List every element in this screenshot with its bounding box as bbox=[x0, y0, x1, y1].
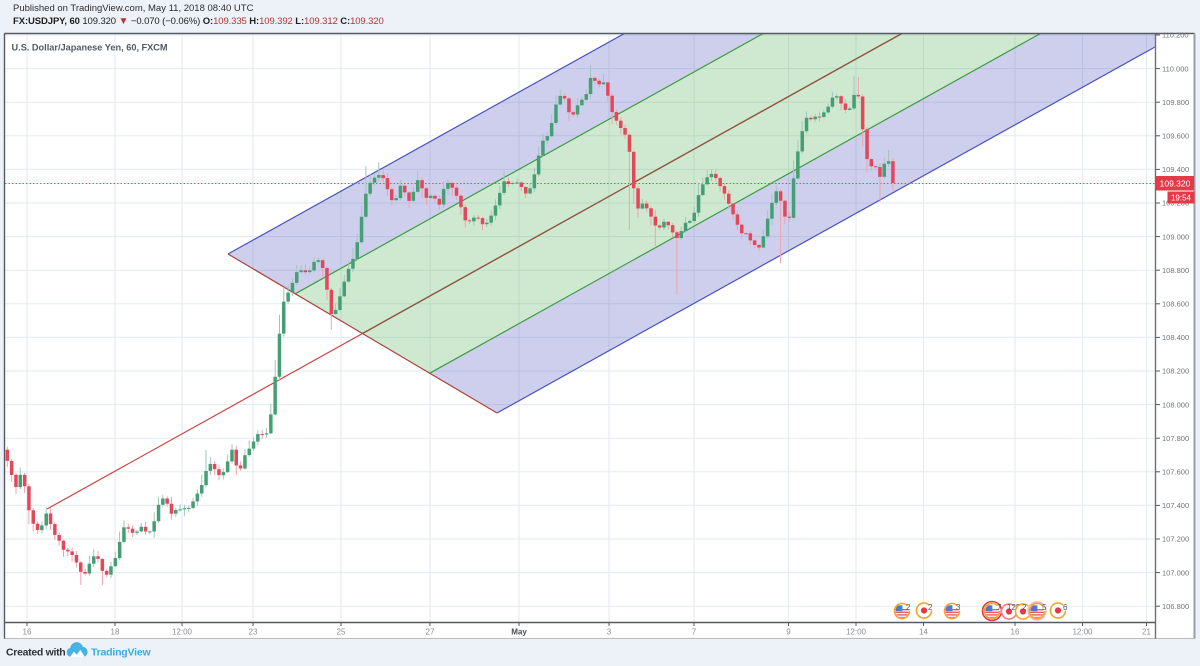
svg-text:7: 7 bbox=[997, 603, 1002, 612]
svg-text:Published on TradingView.com,: Published on TradingView.com, May 11, 20… bbox=[13, 3, 254, 14]
svg-text:109.000: 109.000 bbox=[1162, 232, 1189, 241]
svg-text:2: 2 bbox=[928, 603, 933, 612]
svg-text:2: 2 bbox=[1022, 603, 1027, 612]
svg-text:109.400: 109.400 bbox=[1162, 165, 1189, 174]
svg-text:FX:USDJPY, 60 109.320 ▼ −0.070: FX:USDJPY, 60 109.320 ▼ −0.070 (−0.06%) … bbox=[13, 16, 384, 27]
svg-text:107.400: 107.400 bbox=[1162, 501, 1189, 510]
svg-text:16: 16 bbox=[23, 628, 32, 637]
svg-text:7: 7 bbox=[692, 628, 697, 637]
svg-text:14: 14 bbox=[919, 628, 928, 637]
svg-text:108.400: 108.400 bbox=[1162, 333, 1189, 342]
svg-text:107.800: 107.800 bbox=[1162, 434, 1189, 443]
svg-text:109.600: 109.600 bbox=[1162, 132, 1189, 141]
svg-text:27: 27 bbox=[426, 628, 435, 637]
svg-text:25: 25 bbox=[337, 628, 346, 637]
svg-text:16: 16 bbox=[1011, 628, 1020, 637]
svg-text:107.200: 107.200 bbox=[1162, 535, 1189, 544]
svg-text:May: May bbox=[511, 628, 527, 637]
svg-text:106.800: 106.800 bbox=[1162, 602, 1189, 611]
svg-text:21: 21 bbox=[1142, 628, 1151, 637]
svg-text:3: 3 bbox=[956, 603, 961, 612]
svg-text:6: 6 bbox=[1063, 603, 1068, 612]
svg-text:2: 2 bbox=[906, 603, 911, 612]
svg-text:107.600: 107.600 bbox=[1162, 468, 1189, 477]
svg-text:23: 23 bbox=[249, 628, 258, 637]
svg-text:19:54: 19:54 bbox=[1171, 194, 1192, 203]
svg-text:U.S. Dollar/Japanese Yen, 60,: U.S. Dollar/Japanese Yen, 60, FXCM bbox=[12, 43, 168, 53]
svg-text:12:00: 12:00 bbox=[172, 628, 193, 637]
svg-text:110.200: 110.200 bbox=[1162, 31, 1189, 40]
svg-text:TradingView: TradingView bbox=[91, 647, 151, 659]
svg-text:Created with: Created with bbox=[6, 647, 65, 659]
svg-text:3: 3 bbox=[607, 628, 612, 637]
svg-text:9: 9 bbox=[786, 628, 791, 637]
svg-text:18: 18 bbox=[111, 628, 120, 637]
svg-text:125: 125 bbox=[1007, 603, 1021, 612]
svg-text:5: 5 bbox=[1042, 603, 1047, 612]
svg-text:110.000: 110.000 bbox=[1162, 64, 1189, 73]
svg-text:108.800: 108.800 bbox=[1162, 266, 1189, 275]
svg-text:109.800: 109.800 bbox=[1162, 98, 1189, 107]
svg-text:108.600: 108.600 bbox=[1162, 300, 1189, 309]
svg-text:107.000: 107.000 bbox=[1162, 568, 1189, 577]
svg-text:12:00: 12:00 bbox=[1072, 628, 1093, 637]
svg-text:12:00: 12:00 bbox=[846, 628, 867, 637]
svg-text:108.200: 108.200 bbox=[1162, 367, 1189, 376]
svg-text:109.320: 109.320 bbox=[1160, 179, 1191, 189]
svg-text:108.000: 108.000 bbox=[1162, 400, 1189, 409]
